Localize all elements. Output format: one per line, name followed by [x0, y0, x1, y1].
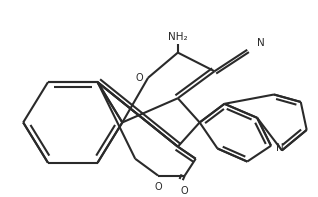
Text: O: O — [181, 186, 189, 196]
Text: O: O — [135, 73, 143, 83]
Text: NH₂: NH₂ — [168, 32, 188, 42]
Text: O: O — [154, 182, 162, 192]
Text: N: N — [257, 38, 265, 48]
Text: N: N — [276, 143, 284, 153]
